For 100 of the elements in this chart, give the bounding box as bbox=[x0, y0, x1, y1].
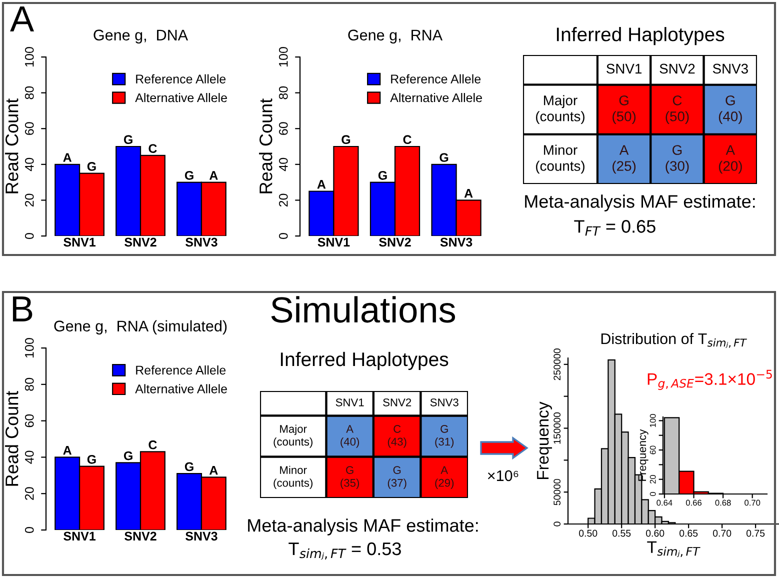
y-tick-label: 100 bbox=[278, 47, 288, 66]
y-tick-label: 40 bbox=[24, 158, 34, 172]
y-tick-label: 40 bbox=[24, 450, 34, 464]
chart-title: Gene g, RNA (simulated) bbox=[54, 320, 227, 335]
data-label: A bbox=[317, 180, 326, 189]
x-tick-label: 0.70 bbox=[744, 500, 760, 506]
text: G (31) bbox=[435, 424, 454, 448]
y-axis-title: Frequency bbox=[638, 429, 648, 481]
x-tick-label: SNV1 bbox=[336, 398, 364, 406]
x-tick-label: 0.55 bbox=[612, 530, 631, 537]
data-label: A bbox=[209, 466, 218, 475]
chart-title: Gene g, RNA bbox=[348, 30, 443, 44]
y-tick-label: 100 bbox=[24, 47, 34, 66]
x-tick-label: SNV2 bbox=[124, 532, 156, 541]
x-tick-label: 0.66 bbox=[686, 500, 702, 506]
data-label: C bbox=[148, 144, 157, 153]
data-label: G bbox=[87, 454, 96, 464]
text: T$_{simⱼ,FT}$ = 0.53 bbox=[288, 542, 401, 560]
y-tick-label: 40 bbox=[278, 158, 288, 172]
y-tick-label: Major (counts) bbox=[536, 95, 584, 124]
y-tick-label: 100 bbox=[650, 414, 656, 427]
data-label: A bbox=[63, 446, 72, 455]
text: G (35) bbox=[340, 466, 360, 489]
text: A (20) bbox=[718, 145, 742, 174]
y-tick-label: 20 bbox=[650, 475, 656, 484]
y-tick-label: Minor (counts) bbox=[274, 466, 312, 489]
text: A (29) bbox=[435, 466, 454, 489]
y-tick-label: 60 bbox=[24, 122, 34, 135]
x-tick-label: 0.64 bbox=[656, 500, 672, 506]
data-label: G bbox=[342, 135, 350, 144]
x-tick-label: SNV3 bbox=[186, 238, 218, 247]
x-tick-label: SNV1 bbox=[318, 238, 350, 247]
text: C (50) bbox=[666, 95, 689, 124]
y-tick-label: 60 bbox=[24, 414, 34, 428]
x-tick-label: SNV2 bbox=[379, 238, 411, 247]
legend-label: Alternative Allele bbox=[390, 92, 482, 102]
y-tick-label: 80 bbox=[24, 86, 34, 100]
legend-label: Reference Allele bbox=[136, 74, 226, 84]
data-label: C bbox=[148, 440, 157, 450]
text: G (30) bbox=[666, 145, 689, 174]
y-tick-label: 0 bbox=[650, 492, 656, 496]
x-tick-label: 0.70 bbox=[712, 530, 732, 537]
x-tick-label: SNV2 bbox=[124, 238, 156, 247]
x-tick-label: 0.50 bbox=[579, 530, 598, 537]
annotation: P$_{g,ASE}$=3.1×10$^{−5}$ bbox=[648, 370, 772, 390]
text: Simulations bbox=[271, 296, 456, 323]
x-tick-label: SNV1 bbox=[64, 532, 96, 541]
y-tick-label: 50000 bbox=[554, 478, 561, 506]
x-tick-label: SNV3 bbox=[430, 398, 458, 406]
x-tick-label: 0.75 bbox=[746, 530, 765, 537]
y-tick-label: 0 bbox=[24, 233, 34, 239]
chart-title: Inferred Haplotypes bbox=[280, 352, 448, 370]
chart-title: Distribution of T$_{simⱼ,FT}$ bbox=[601, 332, 747, 348]
legend-label: Alternative Allele bbox=[135, 92, 227, 102]
y-axis-title: Frequency bbox=[537, 402, 552, 479]
data-label: A bbox=[464, 189, 473, 198]
text: G (37) bbox=[388, 466, 406, 489]
data-label: C bbox=[403, 135, 412, 144]
y-tick-label: 80 bbox=[278, 86, 288, 100]
y-axis-title: Read Count bbox=[5, 98, 18, 194]
text: A (40) bbox=[340, 425, 360, 448]
y-tick-label: 60 bbox=[650, 446, 656, 454]
x-tick-label: 0.60 bbox=[646, 530, 664, 537]
text: G (40) bbox=[718, 95, 742, 124]
data-label: G bbox=[124, 135, 132, 144]
chart-title: Gene g, DNA bbox=[94, 30, 188, 44]
text: A bbox=[10, 6, 34, 32]
text: Meta-analysis MAF estimate: bbox=[525, 194, 755, 212]
x-tick-label: 0.68 bbox=[715, 500, 731, 506]
data-label: G bbox=[440, 153, 448, 162]
chart-title: Inferred Haplotypes bbox=[556, 27, 724, 46]
legend-label: Alternative Allele bbox=[135, 384, 227, 394]
x-tick-label: SNV1 bbox=[606, 64, 642, 74]
y-tick-label: 0 bbox=[554, 522, 561, 526]
data-label: G bbox=[87, 162, 96, 171]
text: ×10⁶ bbox=[488, 470, 518, 482]
text: Meta-analysis MAF estimate: bbox=[248, 518, 478, 536]
data-label: G bbox=[184, 170, 194, 180]
x-axis-title: T$_{simⱼ,FT}$ bbox=[647, 541, 700, 557]
legend-label: Reference Allele bbox=[391, 74, 481, 84]
x-tick-label: SNV3 bbox=[440, 238, 472, 247]
y-tick-label: 250000 bbox=[554, 348, 561, 380]
y-tick-label: 100 bbox=[24, 338, 34, 358]
x-tick-label: SNV3 bbox=[186, 532, 218, 541]
data-label: A bbox=[63, 153, 72, 162]
y-tick-label: 20 bbox=[24, 487, 34, 500]
y-tick-label: 20 bbox=[278, 194, 288, 207]
text: G (50) bbox=[612, 95, 636, 124]
y-tick-label: Minor (counts) bbox=[536, 144, 584, 174]
y-tick-label: Major (counts) bbox=[274, 424, 312, 448]
y-tick-label: 60 bbox=[278, 122, 288, 135]
y-tick-label: 80 bbox=[24, 378, 34, 391]
x-tick-label: SNV3 bbox=[712, 64, 748, 74]
data-label: G bbox=[378, 170, 387, 180]
y-tick-label: 20 bbox=[24, 194, 34, 207]
text: T$_{FT}$ = 0.65 bbox=[574, 220, 656, 236]
text: B bbox=[12, 296, 32, 322]
data-label: G bbox=[184, 462, 194, 472]
y-axis-title: Read Count bbox=[5, 390, 18, 486]
x-tick-label: SNV1 bbox=[64, 238, 96, 247]
